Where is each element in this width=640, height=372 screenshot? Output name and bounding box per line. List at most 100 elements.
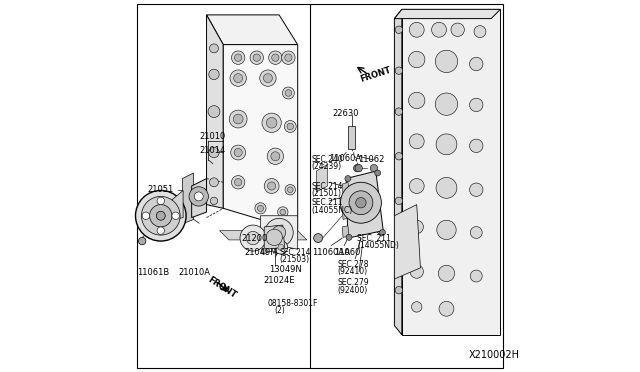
Circle shape (266, 118, 277, 128)
Circle shape (395, 108, 403, 115)
Text: SEC.279: SEC.279 (338, 278, 369, 287)
Circle shape (285, 185, 296, 195)
Circle shape (470, 139, 483, 153)
Circle shape (240, 225, 266, 251)
Circle shape (285, 54, 292, 61)
Text: SEC.214: SEC.214 (280, 248, 311, 257)
Polygon shape (207, 15, 223, 208)
Circle shape (189, 187, 209, 206)
Circle shape (395, 197, 403, 205)
Polygon shape (161, 190, 183, 222)
Circle shape (156, 211, 165, 220)
Circle shape (410, 220, 424, 234)
Circle shape (233, 114, 243, 124)
Circle shape (157, 227, 164, 234)
Text: 08158-8301F: 08158-8301F (267, 299, 317, 308)
Text: SEC.240: SEC.240 (311, 155, 342, 164)
Circle shape (234, 54, 242, 61)
Circle shape (395, 67, 403, 74)
Circle shape (246, 231, 260, 245)
Circle shape (410, 179, 424, 193)
Circle shape (438, 265, 454, 282)
Circle shape (275, 241, 287, 254)
Circle shape (314, 234, 323, 243)
Circle shape (138, 237, 146, 245)
Circle shape (437, 220, 456, 240)
Text: (21501): (21501) (311, 189, 341, 198)
Circle shape (234, 148, 243, 157)
Circle shape (287, 187, 293, 193)
Circle shape (470, 98, 483, 112)
Polygon shape (191, 179, 207, 218)
Circle shape (345, 176, 351, 182)
Circle shape (268, 182, 276, 190)
Text: 21200: 21200 (242, 234, 268, 243)
Circle shape (435, 93, 458, 115)
Text: 21024E: 21024E (264, 276, 295, 285)
Circle shape (287, 123, 294, 130)
Text: (92410): (92410) (338, 267, 368, 276)
Circle shape (280, 209, 285, 215)
Circle shape (285, 90, 292, 96)
Circle shape (346, 234, 352, 240)
Circle shape (157, 197, 164, 205)
Polygon shape (182, 173, 193, 224)
Circle shape (284, 121, 296, 132)
Circle shape (410, 22, 424, 37)
Circle shape (209, 69, 219, 80)
Text: (92400): (92400) (338, 286, 368, 295)
Polygon shape (394, 9, 402, 335)
Circle shape (356, 198, 366, 208)
Polygon shape (260, 216, 298, 249)
Text: 21049M: 21049M (245, 248, 278, 257)
Circle shape (229, 110, 247, 128)
Polygon shape (346, 171, 383, 238)
Circle shape (431, 22, 447, 37)
Circle shape (395, 153, 403, 160)
Circle shape (408, 92, 425, 109)
Circle shape (232, 176, 245, 189)
Text: (2): (2) (275, 306, 285, 315)
Circle shape (470, 57, 483, 71)
Circle shape (410, 265, 424, 278)
Circle shape (436, 134, 457, 155)
Circle shape (250, 51, 264, 64)
Circle shape (267, 148, 284, 164)
Circle shape (370, 164, 378, 172)
Polygon shape (394, 205, 420, 279)
Text: 21014: 21014 (200, 146, 226, 155)
Circle shape (436, 177, 457, 198)
Text: (14055ND): (14055ND) (357, 241, 399, 250)
Circle shape (234, 179, 242, 186)
Text: X210002H: X210002H (468, 350, 520, 360)
Text: 11060: 11060 (334, 248, 360, 257)
Circle shape (395, 26, 403, 33)
Circle shape (264, 74, 273, 83)
Polygon shape (342, 226, 349, 237)
Text: SEC. 211: SEC. 211 (357, 234, 391, 243)
Circle shape (136, 190, 186, 241)
Circle shape (261, 248, 267, 254)
Text: 21051: 21051 (147, 185, 173, 194)
Circle shape (435, 50, 458, 73)
Circle shape (349, 191, 373, 215)
Circle shape (395, 286, 403, 294)
Text: SEC.211: SEC.211 (311, 198, 342, 207)
Polygon shape (402, 9, 500, 335)
Polygon shape (207, 15, 298, 45)
Circle shape (282, 87, 294, 99)
Text: 21010: 21010 (200, 132, 226, 141)
Circle shape (266, 229, 282, 246)
Text: (24239): (24239) (311, 162, 341, 171)
Circle shape (209, 44, 218, 53)
Text: (14055NC): (14055NC) (311, 206, 353, 215)
Circle shape (380, 230, 385, 235)
Circle shape (209, 178, 218, 187)
Text: (21503): (21503) (280, 255, 310, 264)
Text: 11060AA: 11060AA (312, 248, 351, 257)
Text: 13049N: 13049N (269, 265, 301, 274)
Circle shape (474, 26, 486, 38)
Polygon shape (394, 9, 500, 19)
Circle shape (408, 51, 425, 68)
Circle shape (265, 218, 293, 247)
